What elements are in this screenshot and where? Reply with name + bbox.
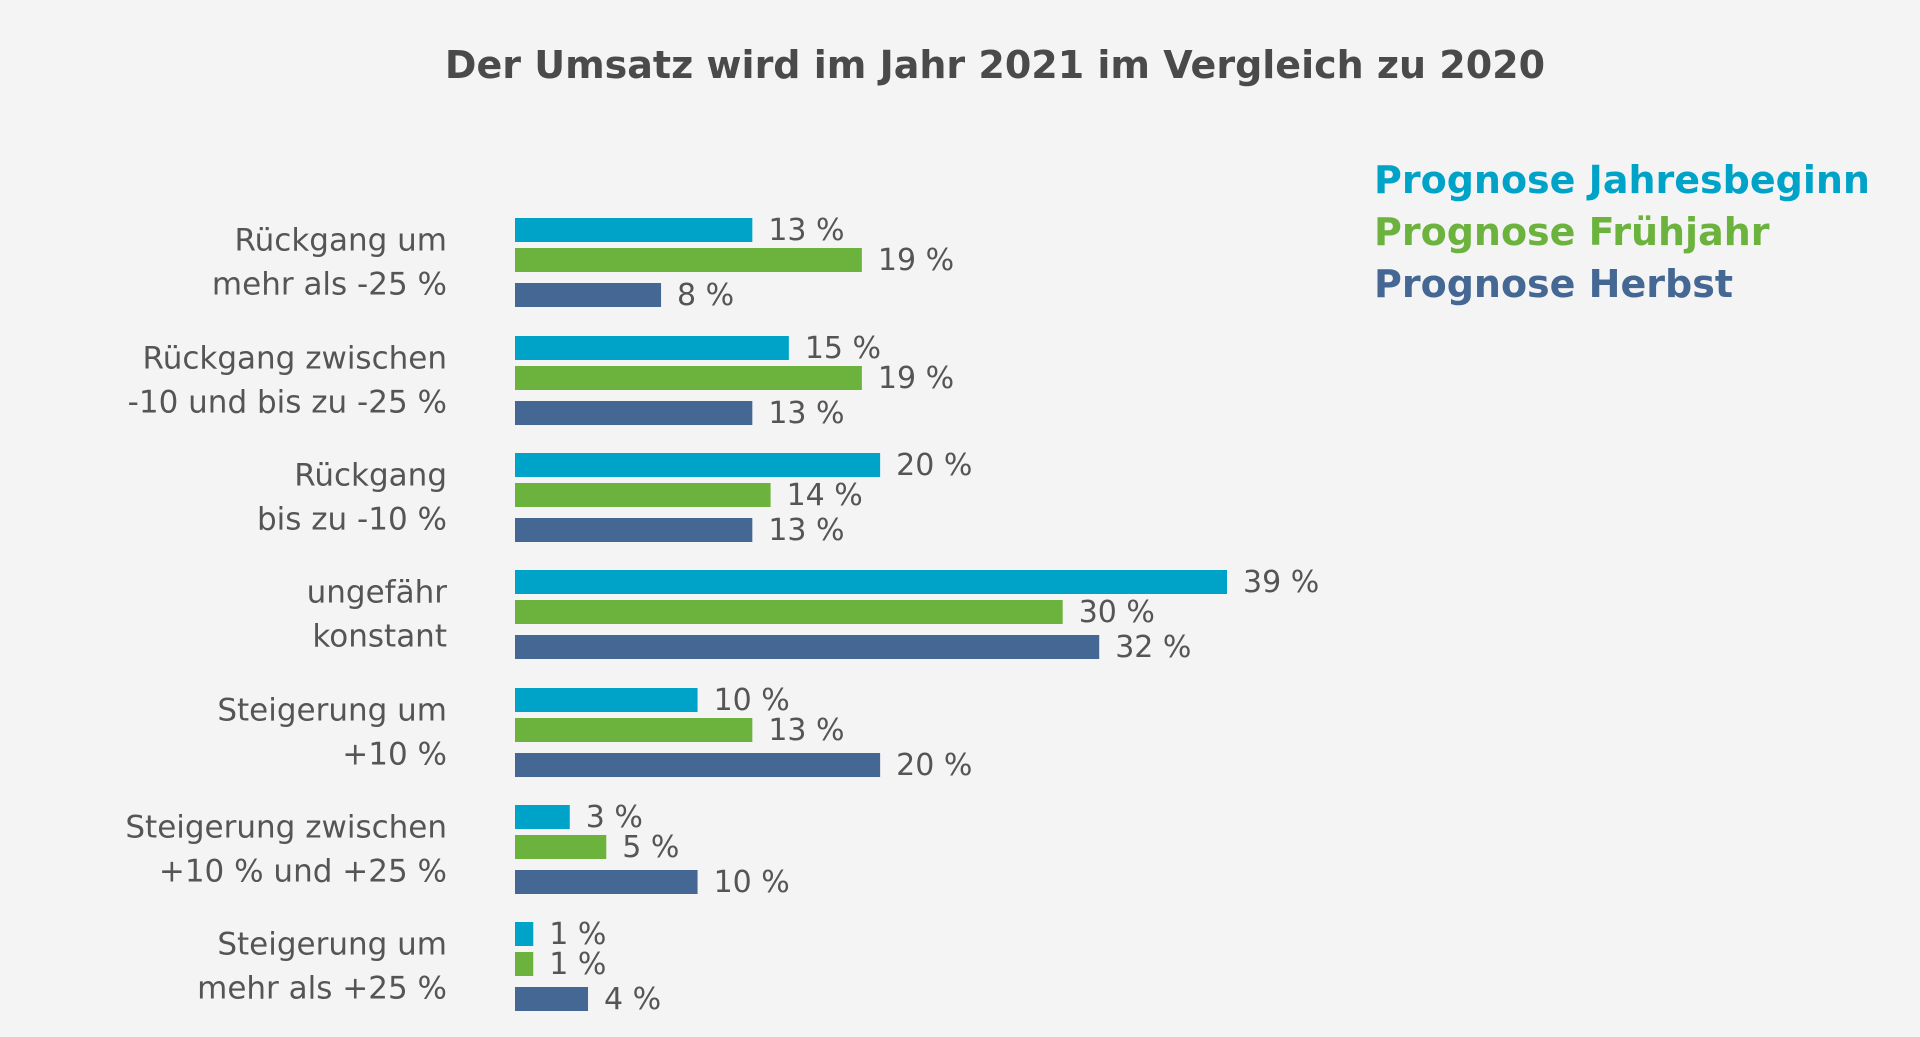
category-label: bis zu -10 % (257, 502, 447, 538)
data-label: 20 % (896, 748, 972, 783)
value-labels: 13 %19 %8 %15 %19 %13 %20 %14 %13 %39 %3… (549, 213, 1319, 1017)
data-label: 19 % (878, 361, 954, 396)
data-label: 1 % (549, 947, 606, 982)
bar (515, 635, 1100, 659)
data-label: 39 % (1243, 565, 1319, 600)
data-label: 3 % (586, 800, 643, 835)
bar (515, 366, 862, 390)
data-label: 13 % (768, 513, 844, 548)
category-labels: Rückgang um mehr als -25 % Rückgang zwisch… (125, 223, 447, 1007)
bar (515, 248, 862, 272)
legend-entry: Prognose Frühjahr (1374, 210, 1770, 254)
bar (515, 835, 607, 859)
bar (515, 688, 698, 712)
category-label: +10 % und +25 % (159, 854, 447, 890)
bar (515, 336, 789, 360)
bar (515, 218, 753, 242)
category-label: Rückgang (294, 458, 447, 494)
bar (515, 600, 1063, 624)
data-label: 15 % (805, 331, 881, 366)
data-label: 14 % (787, 478, 863, 513)
category-label: Steigerung um (217, 693, 447, 729)
bar (515, 987, 589, 1011)
bar (515, 483, 771, 507)
bar (515, 283, 662, 307)
bar (515, 570, 1227, 594)
category-label: Rückgang um (235, 223, 448, 259)
data-label: 4 % (604, 982, 661, 1017)
data-label: 19 % (878, 243, 954, 278)
data-label: 20 % (896, 448, 972, 483)
category-label: Steigerung zwischen (125, 810, 447, 846)
data-label: 8 % (677, 278, 734, 313)
category-label: konstant (312, 619, 447, 655)
category-label: ungefähr (307, 575, 448, 611)
bars (515, 218, 1227, 1011)
category-label: mehr als -25 % (212, 267, 447, 303)
bar (515, 753, 881, 777)
category-label: Rückgang zwischen (143, 341, 447, 377)
category-label: +10 % (342, 737, 447, 773)
bar (515, 718, 753, 742)
category-label: -10 und bis zu -25 % (128, 385, 447, 421)
bar (515, 870, 698, 894)
bar (515, 922, 534, 946)
data-label: 1 % (549, 917, 606, 952)
category-label: Steigerung um (217, 927, 447, 963)
data-label: 10 % (714, 865, 790, 900)
legend-entry: Prognose Herbst (1374, 262, 1733, 306)
data-label: 30 % (1079, 595, 1155, 630)
data-label: 13 % (768, 713, 844, 748)
data-label: 5 % (622, 830, 679, 865)
data-label: 32 % (1115, 630, 1191, 665)
data-label: 13 % (768, 213, 844, 248)
legend: Prognose Jahresbeginn Prognose Frühjahr Pr… (1374, 158, 1870, 306)
category-label: mehr als +25 % (197, 971, 447, 1007)
data-label: 13 % (768, 396, 844, 431)
bar (515, 401, 753, 425)
chart-title: Der Umsatz wird im Jahr 2021 im Vergleic… (445, 43, 1545, 87)
bar (515, 518, 753, 542)
bar (515, 453, 881, 477)
bar (515, 952, 534, 976)
data-label: 10 % (714, 683, 790, 718)
bar (515, 805, 570, 829)
legend-entry: Prognose Jahresbeginn (1374, 158, 1870, 202)
